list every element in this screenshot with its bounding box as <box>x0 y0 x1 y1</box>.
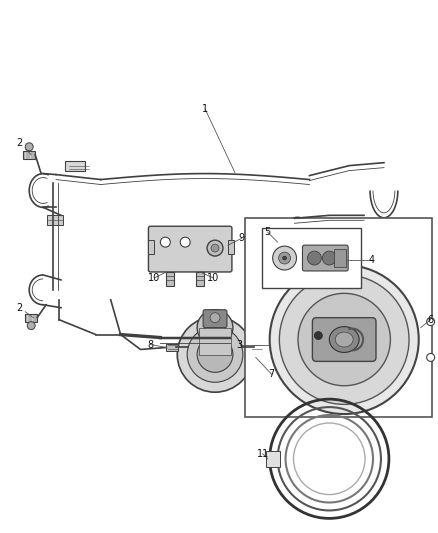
Bar <box>262 228 361 288</box>
Text: 10: 10 <box>207 273 219 283</box>
Circle shape <box>205 318 225 337</box>
Bar <box>266 451 279 467</box>
Circle shape <box>211 244 219 252</box>
Circle shape <box>232 334 244 345</box>
Circle shape <box>25 143 33 151</box>
Bar <box>166 272 174 286</box>
Circle shape <box>210 313 220 322</box>
Circle shape <box>270 265 419 414</box>
FancyBboxPatch shape <box>203 310 227 328</box>
Bar <box>250 343 262 351</box>
Text: 6: 6 <box>427 314 434 325</box>
Circle shape <box>197 310 233 345</box>
Text: 1: 1 <box>202 104 208 114</box>
Circle shape <box>279 274 409 405</box>
Text: 8: 8 <box>147 340 153 350</box>
Text: 3: 3 <box>237 340 243 350</box>
Ellipse shape <box>335 332 353 347</box>
Text: 10: 10 <box>148 273 161 283</box>
Circle shape <box>180 237 190 247</box>
Circle shape <box>187 327 243 382</box>
Bar <box>199 328 231 356</box>
Bar <box>228 240 234 254</box>
FancyBboxPatch shape <box>312 318 376 361</box>
Text: 7: 7 <box>268 369 275 379</box>
Bar <box>23 151 35 159</box>
Circle shape <box>298 293 390 386</box>
Bar <box>196 272 204 286</box>
Text: 4: 4 <box>369 255 375 265</box>
Circle shape <box>273 246 297 270</box>
Text: 9: 9 <box>239 233 245 243</box>
Text: 11: 11 <box>257 449 269 459</box>
FancyBboxPatch shape <box>334 249 346 267</box>
Text: 2: 2 <box>16 303 22 313</box>
Bar <box>65 160 85 171</box>
Bar <box>25 314 37 321</box>
Circle shape <box>314 332 322 340</box>
Text: 2: 2 <box>16 138 22 148</box>
Text: 5: 5 <box>265 227 271 237</box>
FancyBboxPatch shape <box>303 245 348 271</box>
Bar <box>47 215 63 225</box>
Circle shape <box>283 256 286 260</box>
FancyBboxPatch shape <box>148 226 232 272</box>
Circle shape <box>207 240 223 256</box>
Circle shape <box>427 353 434 361</box>
Bar <box>166 343 178 351</box>
Bar <box>148 240 155 254</box>
Circle shape <box>322 251 336 265</box>
Circle shape <box>177 317 253 392</box>
Circle shape <box>160 237 170 247</box>
Ellipse shape <box>329 327 359 352</box>
Circle shape <box>307 251 321 265</box>
Circle shape <box>279 252 290 264</box>
Bar <box>245 219 431 417</box>
Circle shape <box>427 318 434 326</box>
Circle shape <box>27 321 35 329</box>
Circle shape <box>197 336 233 373</box>
